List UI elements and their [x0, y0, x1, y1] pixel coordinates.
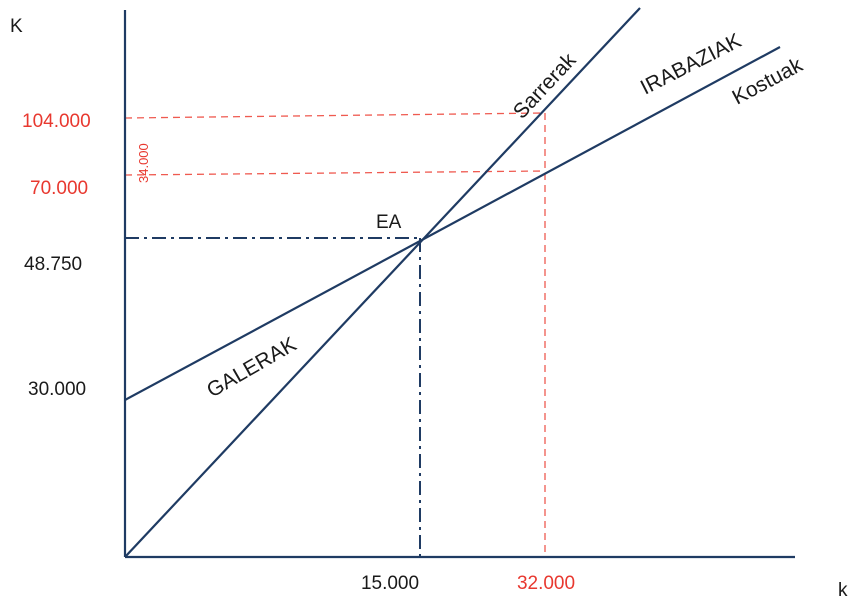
- cost-guide: [124, 170, 546, 176]
- revenue-guide: [124, 112, 546, 119]
- y-label: 104.000: [22, 111, 91, 132]
- y-label: 30.000: [28, 379, 86, 400]
- revenue-line: [124, 7, 641, 558]
- loss-label: GALERAK: [203, 333, 300, 403]
- y-label: 48.750: [24, 254, 82, 275]
- x-axis-label: k: [838, 580, 848, 597]
- x-label: 32.000: [517, 573, 575, 594]
- revenue-label: Sarrerak: [509, 48, 581, 123]
- cost-label: Kostuak: [729, 53, 807, 109]
- break-even-label: EA: [376, 212, 402, 233]
- x-label: 15.000: [361, 573, 419, 594]
- difference-label: 34.000: [136, 143, 151, 183]
- cost-line: [124, 46, 781, 401]
- y-label: 70.000: [30, 178, 88, 199]
- y-axis-label: K: [10, 16, 23, 37]
